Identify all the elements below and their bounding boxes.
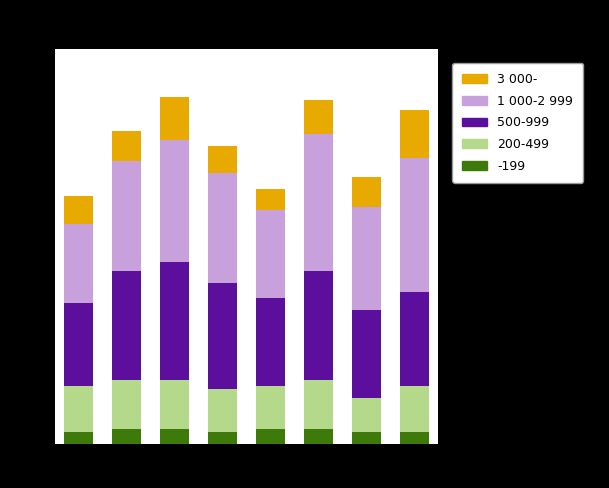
Bar [352, 399, 381, 432]
Bar [400, 386, 429, 432]
Bar [304, 101, 333, 134]
Bar [352, 177, 381, 207]
Bar [208, 283, 237, 389]
Bar [208, 146, 237, 173]
Bar [352, 310, 381, 399]
Bar [160, 262, 189, 380]
Bar [160, 429, 189, 444]
Bar [256, 386, 285, 429]
Bar [304, 429, 333, 444]
Bar [65, 224, 93, 303]
Bar [304, 271, 333, 380]
Bar [256, 189, 285, 210]
Bar [160, 140, 189, 262]
Bar [400, 158, 429, 292]
Bar [65, 386, 93, 432]
Bar [400, 110, 429, 158]
Bar [304, 134, 333, 271]
Bar [65, 432, 93, 444]
Bar [112, 380, 141, 429]
Bar [256, 298, 285, 386]
Bar [256, 210, 285, 298]
Bar [352, 432, 381, 444]
Bar [65, 196, 93, 224]
Bar [112, 271, 141, 380]
Bar [208, 173, 237, 283]
Bar [208, 432, 237, 444]
Bar [208, 389, 237, 432]
Bar [400, 292, 429, 386]
Bar [112, 429, 141, 444]
Legend: 3 000-, 1 000-2 999, 500-999, 200-499, -199: 3 000-, 1 000-2 999, 500-999, 200-499, -… [452, 63, 583, 183]
Bar [160, 98, 189, 140]
Bar [65, 303, 93, 386]
Bar [304, 380, 333, 429]
Bar [112, 162, 141, 271]
Bar [400, 432, 429, 444]
Bar [352, 207, 381, 310]
Bar [160, 380, 189, 429]
Bar [112, 131, 141, 162]
Bar [256, 429, 285, 444]
